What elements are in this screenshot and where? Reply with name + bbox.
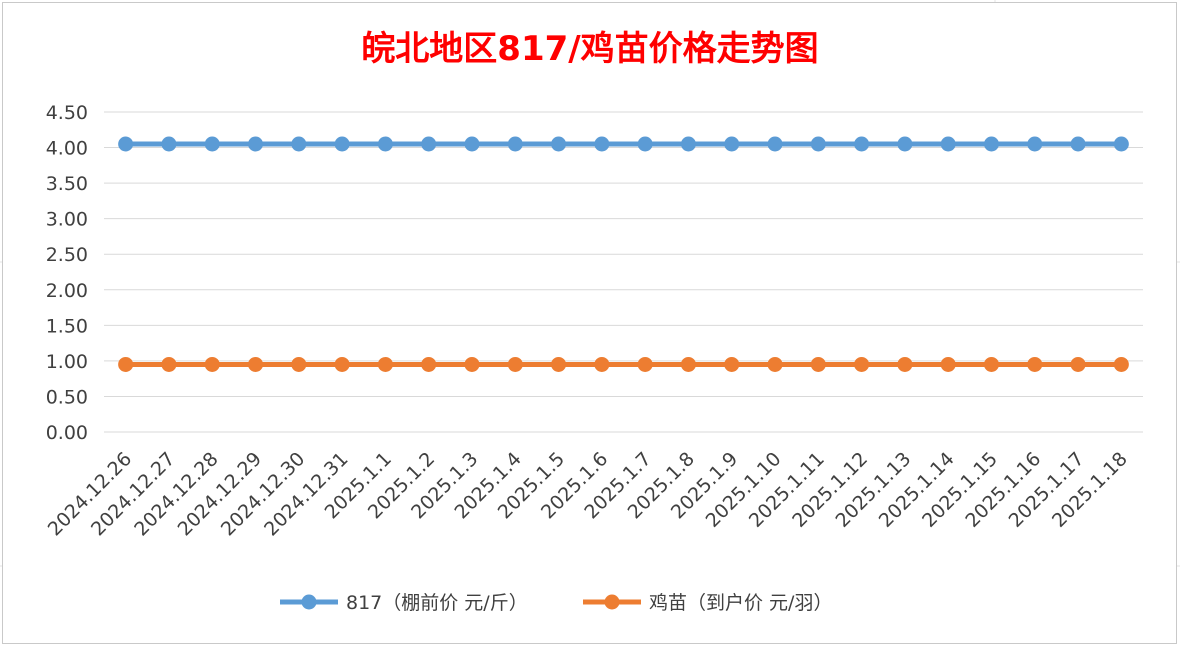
- y-tick-label: 0.00: [46, 422, 88, 444]
- data-point: [118, 136, 134, 152]
- data-point: [897, 136, 913, 152]
- y-tick-label: 4.00: [46, 138, 88, 160]
- data-point: [983, 356, 999, 372]
- data-point: [507, 356, 523, 372]
- data-point: [204, 136, 220, 152]
- data-point: [204, 356, 220, 372]
- data-point: [767, 356, 783, 372]
- data-point: [377, 356, 393, 372]
- data-point: [680, 356, 696, 372]
- data-point: [291, 356, 307, 372]
- data-point: [594, 136, 610, 152]
- y-tick-label: 0.50: [46, 386, 88, 408]
- y-tick-label: 1.00: [46, 351, 88, 373]
- data-point: [1070, 356, 1086, 372]
- data-point: [854, 356, 870, 372]
- y-tick-label: 2.00: [46, 280, 88, 302]
- data-point: [680, 136, 696, 152]
- data-point: [724, 136, 740, 152]
- data-point: [594, 356, 610, 372]
- x-axis-ticks: 2024.12.262024.12.272024.12.282024.12.29…: [44, 448, 1132, 540]
- data-point: [1070, 136, 1086, 152]
- data-point: [551, 356, 567, 372]
- y-tick-label: 2.50: [46, 244, 88, 266]
- series: [118, 136, 1129, 152]
- data-point: [551, 136, 567, 152]
- data-point: [1113, 356, 1129, 372]
- data-point: [334, 136, 350, 152]
- legend-label: 鸡苗（到户价 元/羽）: [649, 592, 832, 614]
- y-tick-label: 1.50: [46, 315, 88, 337]
- legend: 817（棚前价 元/斤） 鸡苗（到户价 元/羽）: [280, 592, 832, 614]
- legend-swatch-marker: [301, 594, 317, 610]
- data-point: [291, 136, 307, 152]
- legend-label: 817（棚前价 元/斤）: [346, 592, 528, 614]
- data-point: [421, 136, 437, 152]
- data-point: [118, 356, 134, 372]
- data-point: [464, 136, 480, 152]
- data-point: [637, 136, 653, 152]
- data-point: [983, 136, 999, 152]
- data-point: [810, 136, 826, 152]
- y-tick-label: 3.50: [46, 173, 88, 195]
- data-point: [421, 356, 437, 372]
- y-axis-ticks: 0.00 0.50 1.00 1.50 2.00 2.50 3.00 3.50 4.00 4.50: [46, 102, 88, 444]
- data-point: [940, 356, 956, 372]
- data-point: [767, 136, 783, 152]
- data-point: [897, 356, 913, 372]
- y-tick-label: 4.50: [46, 102, 88, 124]
- gridlines: [104, 111, 1143, 433]
- data-point: [248, 356, 264, 372]
- legend-swatch-marker: [604, 594, 620, 610]
- data-point: [1113, 136, 1129, 152]
- y-tick-label: 3.00: [46, 209, 88, 231]
- series-lines: [118, 136, 1129, 372]
- legend-item: 817（棚前价 元/斤）: [280, 592, 528, 614]
- data-point: [940, 136, 956, 152]
- data-point: [637, 356, 653, 372]
- data-point: [854, 136, 870, 152]
- data-point: [161, 136, 177, 152]
- data-point: [334, 356, 350, 372]
- data-point: [810, 356, 826, 372]
- data-point: [1027, 356, 1043, 372]
- data-point: [464, 356, 480, 372]
- data-point: [248, 136, 264, 152]
- data-point: [161, 356, 177, 372]
- chart-title: 皖北地区817/鸡苗价格走势图: [361, 29, 818, 69]
- data-point: [507, 136, 523, 152]
- data-point: [1027, 136, 1043, 152]
- data-point: [724, 356, 740, 372]
- legend-item: 鸡苗（到户价 元/羽）: [583, 592, 832, 614]
- data-point: [377, 136, 393, 152]
- series: [118, 356, 1129, 372]
